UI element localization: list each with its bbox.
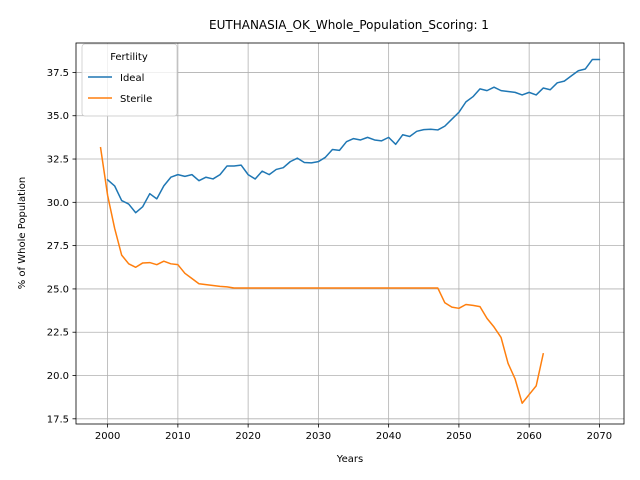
plot-series — [99, 58, 601, 404]
y-tick-label: 17.5 — [47, 414, 69, 425]
series-line-ideal — [106, 58, 601, 214]
y-axis-label: % of Whole Population — [17, 177, 28, 290]
legend-title: Fertility — [110, 52, 148, 63]
x-tick-label: 2010 — [165, 431, 190, 442]
y-tick-label: 22.5 — [47, 328, 69, 339]
y-tick-label: 27.5 — [47, 241, 69, 252]
y-tick-label: 35.0 — [47, 111, 69, 122]
axis-ticks: 2000 2010 2020 2030 2040 2050 2060 2070 17.5 20.0… — [47, 68, 612, 442]
x-tick-label: 2060 — [516, 431, 541, 442]
chart-title: EUTHANASIA_OK_Whole_Population_Scoring: … — [209, 18, 489, 32]
legend-label-ideal: Ideal — [120, 73, 144, 84]
x-tick-label: 2050 — [446, 431, 471, 442]
x-tick-label: 2000 — [95, 431, 120, 442]
y-tick-label: 30.0 — [47, 198, 69, 209]
y-tick-label: 32.5 — [47, 155, 69, 166]
grid — [76, 43, 624, 424]
x-tick-label: 2070 — [587, 431, 612, 442]
x-tick-label: 2030 — [306, 431, 331, 442]
x-axis-label: Years — [336, 454, 363, 465]
legend: Fertility Ideal Sterile — [81, 43, 178, 117]
x-tick-label: 2040 — [376, 431, 401, 442]
x-tick-label: 2020 — [235, 431, 260, 442]
y-tick-label: 37.5 — [47, 68, 69, 79]
plot-frame — [75, 42, 625, 425]
y-tick-label: 20.0 — [47, 371, 69, 382]
legend-label-sterile: Sterile — [120, 94, 152, 105]
series-line-sterile — [99, 146, 545, 404]
y-tick-label: 25.0 — [47, 284, 69, 295]
